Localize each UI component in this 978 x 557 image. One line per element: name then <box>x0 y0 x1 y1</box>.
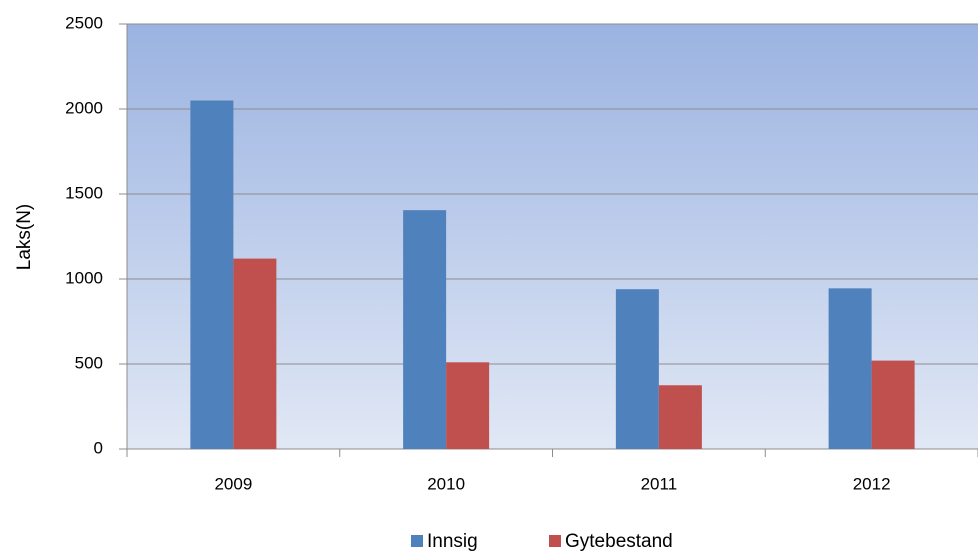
y-tick-label: 500 <box>75 353 103 372</box>
bar <box>233 258 277 449</box>
x-tick-label: 2010 <box>427 474 465 493</box>
bar <box>871 360 915 449</box>
bar <box>615 289 659 449</box>
y-tick-label: 2500 <box>65 13 103 32</box>
bar <box>658 385 702 449</box>
bar <box>403 210 447 449</box>
x-tick-label: 2011 <box>641 474 678 493</box>
y-tick-label: 1500 <box>65 183 103 202</box>
legend-label: Innsig <box>427 531 478 552</box>
bar <box>190 100 234 449</box>
legend-swatch <box>549 535 561 547</box>
legend-swatch <box>411 535 423 547</box>
y-axis-label: Laks(N) <box>14 204 35 271</box>
bar <box>446 362 490 449</box>
y-tick-label: 1000 <box>65 268 103 287</box>
y-tick-label: 2000 <box>65 98 103 117</box>
y-tick-label: 0 <box>94 438 103 457</box>
x-tick-label: 2009 <box>214 474 252 493</box>
legend-label: Gytebestand <box>565 531 673 552</box>
bar <box>828 288 872 449</box>
x-tick-label: 2012 <box>853 474 891 493</box>
